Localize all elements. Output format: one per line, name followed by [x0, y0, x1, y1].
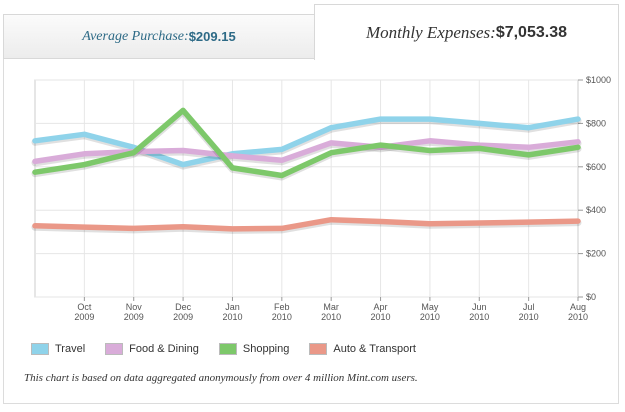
y-tick-label: $1000 [586, 75, 611, 85]
x-tick-label-year: 2010 [519, 312, 539, 322]
y-tick-label: $600 [586, 162, 606, 172]
chart-footnote: This chart is based on data aggregated a… [24, 372, 418, 384]
x-tick-label-month: Feb [274, 302, 290, 312]
x-tick-label-year: 2010 [420, 312, 440, 322]
x-tick-label-month: Jun [472, 302, 487, 312]
y-tick-label: $200 [586, 249, 606, 259]
x-tick-label-year: 2010 [321, 312, 341, 322]
x-tick-label-month: Jan [225, 302, 240, 312]
x-tick-label-year: 2010 [272, 312, 292, 322]
x-tick-label-year: 2010 [222, 312, 242, 322]
x-tick-label-month: Nov [126, 302, 143, 312]
legend-label-auto-transport: Auto & Transport [333, 343, 416, 355]
legend-item-auto-transport[interactable]: Auto & Transport [309, 343, 416, 355]
x-tick-label-month: May [421, 302, 439, 312]
x-tick-label-month: Dec [175, 302, 192, 312]
legend-swatch-auto-transport [309, 343, 328, 355]
legend-label-shopping: Shopping [242, 343, 290, 355]
series-line-auto-transport [32, 216, 581, 232]
x-tick-label-month: Oct [77, 302, 92, 312]
legend-item-food-dining[interactable]: Food & Dining [105, 343, 199, 355]
monthly-expenses-value: $7,053.38 [495, 23, 567, 41]
monthly-expenses-tab[interactable]: Monthly Expenses: $7,053.38 [314, 4, 619, 60]
y-tick-label: $800 [586, 118, 606, 128]
legend-item-shopping[interactable]: Shopping [218, 343, 290, 355]
x-tick-label-year: 2009 [74, 312, 94, 322]
legend-item-travel[interactable]: Travel [31, 343, 85, 355]
series-line-travel [32, 116, 581, 168]
average-purchase-tab[interactable]: Average Purchase: $209.15 [3, 14, 315, 59]
legend-swatch-food-dining [105, 343, 124, 355]
average-purchase-value: $209.15 [188, 29, 236, 44]
x-tick-label-year: 2010 [568, 312, 588, 322]
legend-swatch-shopping [218, 343, 237, 355]
legend-label-food-dining: Food & Dining [129, 343, 199, 355]
series-line-shopping [32, 107, 581, 179]
plot-area [34, 79, 579, 298]
average-purchase-label: Average Purchase: [82, 28, 189, 44]
legend-label-travel: Travel [55, 343, 86, 355]
y-tick-label: $0 [586, 292, 596, 302]
x-tick-label-month: Aug [570, 302, 586, 312]
monthly-expenses-label: Monthly Expenses: [365, 22, 496, 42]
chart-legend: Travel Food & Dining Shopping Auto & Tra… [31, 343, 436, 355]
x-tick-label-month: Apr [374, 302, 388, 312]
x-tick-label-year: 2010 [469, 312, 489, 322]
legend-swatch-travel [31, 343, 49, 355]
x-tick-label-year: 2009 [124, 312, 144, 322]
x-tick-label-month: Mar [323, 302, 339, 312]
x-tick-label-month: Jul [523, 302, 535, 312]
y-tick-label: $400 [586, 205, 606, 215]
x-tick-label-year: 2010 [371, 312, 391, 322]
x-tick-label-year: 2009 [173, 312, 193, 322]
